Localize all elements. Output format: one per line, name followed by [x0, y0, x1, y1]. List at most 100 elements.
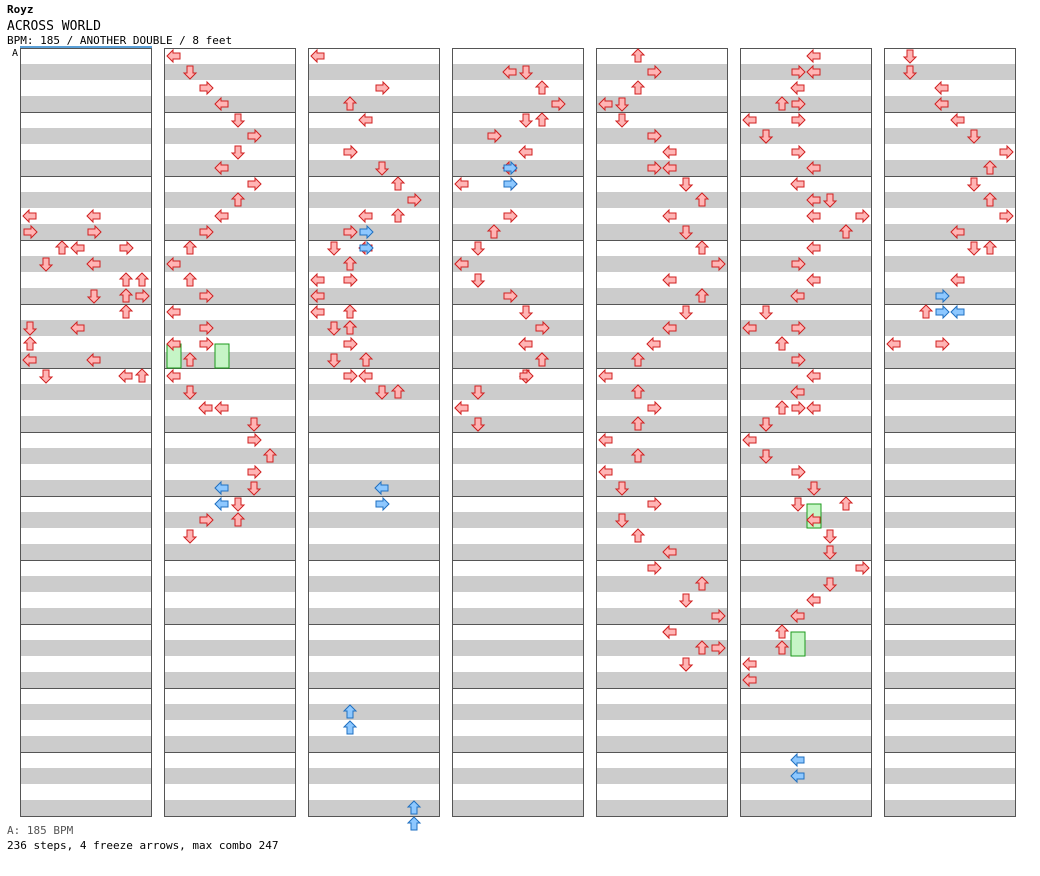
step-arrow: [390, 384, 406, 399]
beat-stripe: [452, 512, 584, 528]
step-arrow: [342, 320, 358, 335]
beat-stripe: [740, 672, 872, 688]
step-arrow: [791, 320, 806, 336]
step-arrow: [470, 241, 486, 256]
beat-stripe: [740, 64, 872, 80]
offbeat-arrow: [935, 304, 950, 320]
step-arrow: [806, 368, 821, 384]
beat-stripe: [740, 128, 872, 144]
beat-stripe: [20, 160, 152, 176]
beat-stripe: [884, 96, 1016, 112]
beat-stripe: [596, 480, 728, 496]
step-arrow: [199, 80, 214, 96]
step-arrow: [199, 512, 214, 528]
beat-stripe: [596, 192, 728, 208]
step-arrow: [551, 96, 566, 112]
step-arrow: [342, 96, 358, 111]
step-arrow: [166, 48, 181, 64]
beat-stripe: [308, 576, 440, 592]
offbeat-arrow: [359, 240, 374, 256]
column-frame: [884, 48, 1016, 817]
step-arrow: [166, 304, 181, 320]
step-arrow: [646, 336, 661, 352]
beat-stripe: [308, 448, 440, 464]
offbeat-arrow: [406, 816, 422, 831]
step-arrow: [774, 624, 790, 639]
step-arrow: [358, 368, 373, 384]
step-arrow: [86, 208, 101, 224]
beat-stripe: [452, 448, 584, 464]
beat-stripe: [308, 800, 440, 816]
beat-stripe: [308, 128, 440, 144]
beat-stripe: [884, 480, 1016, 496]
step-arrow: [966, 129, 982, 144]
beat-stripe: [164, 736, 296, 752]
step-arrow: [374, 385, 390, 400]
freeze-arrow-body: [214, 343, 230, 369]
step-arrow: [22, 208, 37, 224]
beat-stripe: [452, 160, 584, 176]
step-arrow: [86, 256, 101, 272]
beat-stripe: [308, 544, 440, 560]
step-arrow: [630, 416, 646, 431]
beat-stripe: [452, 224, 584, 240]
step-arrow: [247, 128, 262, 144]
step-arrow: [310, 304, 325, 320]
step-arrow: [247, 464, 262, 480]
artist-name: Royz: [7, 3, 34, 16]
beat-stripe: [308, 512, 440, 528]
column-frame: [20, 48, 152, 817]
beat-stripe: [452, 416, 584, 432]
step-arrow: [614, 513, 630, 528]
step-arrow: [390, 208, 406, 223]
beat-stripe: [452, 320, 584, 336]
step-arrow: [774, 96, 790, 111]
step-arrow: [22, 352, 37, 368]
beat-stripe: [164, 192, 296, 208]
step-arrow: [166, 256, 181, 272]
column-frame: [740, 48, 872, 817]
step-arrow: [662, 320, 677, 336]
step-arrow: [230, 512, 246, 527]
beat-stripe: [452, 768, 584, 784]
beat-stripe: [884, 64, 1016, 80]
beat-stripe: [164, 704, 296, 720]
beat-stripe: [452, 736, 584, 752]
step-arrow: [535, 320, 550, 336]
step-arrow: [230, 497, 246, 512]
step-arrow: [614, 481, 630, 496]
step-arrow: [487, 128, 502, 144]
beat-stripe: [308, 160, 440, 176]
beat-stripe: [884, 288, 1016, 304]
beat-stripe: [164, 448, 296, 464]
step-arrow: [966, 241, 982, 256]
beat-stripe: [596, 352, 728, 368]
beat-stripe: [308, 320, 440, 336]
beat-stripe: [596, 448, 728, 464]
step-arrow: [246, 481, 262, 496]
step-arrow: [950, 272, 965, 288]
step-arrow: [247, 176, 262, 192]
beat-stripe: [20, 640, 152, 656]
beat-stripe: [164, 224, 296, 240]
step-arrow: [87, 224, 102, 240]
step-arrow: [647, 128, 662, 144]
offbeat-arrow: [503, 160, 518, 176]
step-arrow: [806, 481, 822, 496]
beat-stripe: [740, 640, 872, 656]
beat-stripe: [20, 256, 152, 272]
step-arrow: [54, 240, 70, 255]
step-arrow: [662, 160, 677, 176]
beat-stripe: [884, 128, 1016, 144]
step-arrow: [519, 368, 534, 384]
step-arrow: [86, 289, 102, 304]
beat-stripe: [884, 544, 1016, 560]
beat-stripe: [308, 384, 440, 400]
beat-stripe: [164, 416, 296, 432]
step-arrow: [486, 224, 502, 239]
beat-stripe: [596, 768, 728, 784]
beat-stripe: [20, 512, 152, 528]
beat-stripe: [164, 320, 296, 336]
step-arrow: [118, 272, 134, 287]
step-arrow: [214, 160, 229, 176]
